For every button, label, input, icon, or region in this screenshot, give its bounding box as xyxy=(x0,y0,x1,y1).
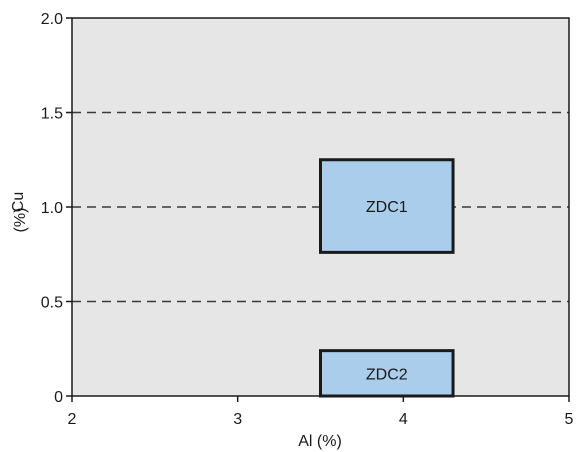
x-tick-label: 3 xyxy=(233,411,242,428)
composition-regions: ZDC1 ZDC2 xyxy=(319,158,455,398)
y-tick-label: 0.5 xyxy=(41,295,63,312)
y-axis-label-main: Cu xyxy=(10,192,27,212)
x-tick-label: 5 xyxy=(565,411,574,428)
y-tick-label: 1.0 xyxy=(41,200,63,217)
y-tick-label: 1.5 xyxy=(41,106,63,123)
region-box xyxy=(319,158,455,254)
region-box xyxy=(319,349,455,398)
x-tick-label: 2 xyxy=(68,411,77,428)
y-tick-label: 2.0 xyxy=(41,11,63,28)
x-axis-ticks: 2 3 4 5 xyxy=(68,396,574,428)
y-tick-label: 0 xyxy=(54,389,63,406)
region-label: ZDC1 xyxy=(366,199,408,216)
region-label: ZDC2 xyxy=(366,366,408,383)
y-axis-ticks: 0 0.5 1.0 1.5 2.0 xyxy=(41,11,72,406)
y-axis-label-unit: (%) xyxy=(12,208,29,233)
x-tick-label: 4 xyxy=(399,411,408,428)
x-axis-label: Al (%) xyxy=(298,433,342,450)
